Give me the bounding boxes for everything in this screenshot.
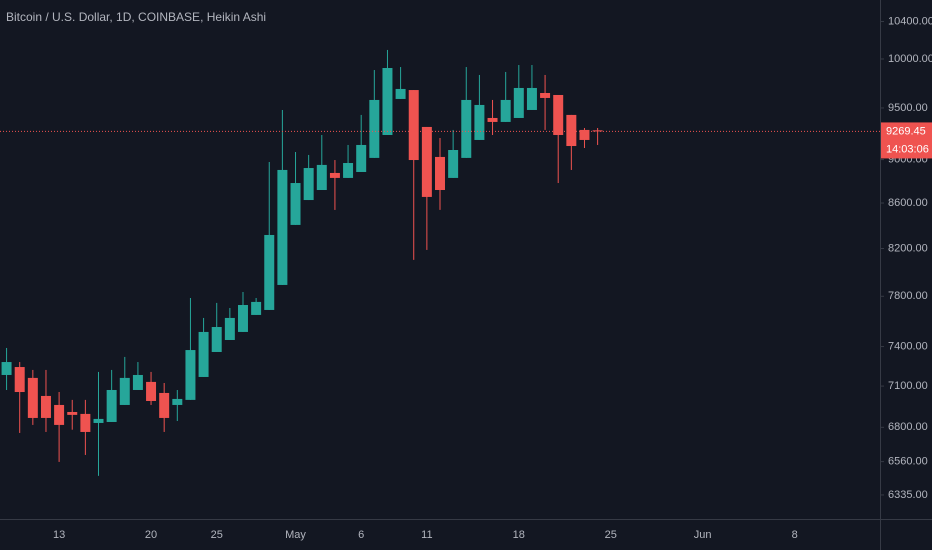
y-tick-label: 10400.00: [888, 15, 932, 27]
candle-body: [67, 411, 78, 415]
candle-body: [185, 350, 196, 400]
candle-body: [526, 87, 537, 110]
candle-body: [40, 395, 51, 418]
candle-body: [369, 99, 380, 158]
y-tick-label: 8600.00: [888, 197, 928, 209]
candle-body: [316, 164, 327, 191]
last-price-label: 9269.45: [886, 125, 926, 137]
candle-body: [198, 331, 209, 377]
y-tick-label: 7800.00: [888, 290, 928, 302]
candle-body: [395, 88, 406, 99]
candle-body: [106, 389, 117, 422]
candle-body: [93, 418, 104, 423]
candle-body: [27, 377, 38, 418]
candle-body: [500, 99, 511, 122]
candle-body: [251, 301, 262, 315]
x-tick-label: 6: [358, 529, 364, 541]
x-tick-label: 20: [145, 529, 157, 541]
countdown-label: 14:03:06: [886, 143, 929, 155]
candle-body: [408, 90, 419, 161]
y-tick-label: 10000.00: [888, 53, 932, 65]
candle-body: [540, 93, 551, 98]
x-tick-label: 13: [53, 529, 65, 541]
candle-body: [421, 126, 432, 197]
y-tick-label: 9500.00: [888, 102, 928, 114]
candle-body: [303, 168, 314, 201]
x-tick-label: 18: [513, 529, 525, 541]
candle-body: [553, 94, 564, 135]
x-tick-label: Jun: [694, 529, 712, 541]
candle-body: [211, 327, 222, 352]
candle-body: [237, 305, 248, 332]
x-tick-label: 25: [211, 529, 223, 541]
y-tick-label: 8200.00: [888, 242, 928, 254]
candle-body: [264, 234, 275, 310]
candle-body: [172, 398, 183, 405]
candle-body: [146, 381, 157, 401]
candle-body: [159, 392, 170, 418]
x-tick-label: May: [285, 529, 306, 541]
x-tick-label: 11: [421, 529, 432, 541]
candle-body: [80, 413, 91, 432]
candle-body: [513, 87, 524, 118]
candle-body: [14, 367, 25, 393]
candle-body: [566, 114, 577, 147]
y-tick-label: 7100.00: [888, 380, 928, 392]
x-tick-label: 25: [605, 529, 617, 541]
candle-body: [356, 144, 367, 172]
candle-body: [277, 169, 288, 285]
candle-body: [132, 374, 143, 390]
candle-body: [224, 317, 235, 340]
candle-body: [579, 129, 590, 140]
candle-body: [54, 404, 65, 425]
candle-body: [592, 130, 603, 132]
y-tick-label: 6800.00: [888, 421, 928, 433]
candle-body: [119, 377, 130, 405]
candle-body: [487, 117, 498, 122]
candle-body: [461, 99, 472, 158]
candle-body: [382, 67, 393, 135]
y-tick-label: 6335.00: [888, 489, 928, 501]
candle-body: [329, 172, 340, 178]
chart-title: Bitcoin / U.S. Dollar, 1D, COINBASE, Hei…: [6, 10, 266, 24]
y-tick-label: 6560.00: [888, 456, 928, 468]
x-tick-label: 8: [792, 529, 798, 541]
y-tick-label: 7400.00: [888, 340, 928, 352]
candle-body: [448, 149, 459, 178]
candle-body: [1, 362, 12, 375]
last-price-badge: [881, 122, 932, 159]
candle-body: [343, 163, 354, 178]
candle-body: [290, 183, 301, 225]
candle-body: [435, 156, 445, 191]
candle-body: [474, 104, 485, 140]
